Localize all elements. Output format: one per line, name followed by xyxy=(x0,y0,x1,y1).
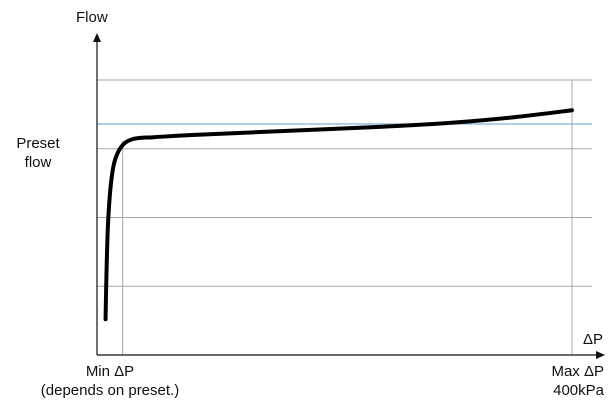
max-dp-tick-label-line1: Max ΔP xyxy=(551,363,604,380)
min-dp-tick-label: Min ΔP (depends on preset.) xyxy=(20,362,200,400)
vertical-guides xyxy=(122,80,573,355)
flow-curve xyxy=(103,108,574,322)
max-dp-tick-label-line2: 400kPa xyxy=(553,382,604,399)
y-axis-label: Flow xyxy=(76,9,108,26)
axes xyxy=(93,33,605,359)
y-axis-arrow xyxy=(93,33,101,42)
preset-flow-label-line1: Preset xyxy=(16,135,60,152)
min-dp-tick-label-line1: Min ΔP xyxy=(85,363,135,380)
x-axis-label: ΔP xyxy=(583,331,604,348)
preset-flow-label: Preset flow xyxy=(8,134,68,172)
max-dp-tick-label: Max ΔP 400kPa xyxy=(490,362,604,400)
x-axis-arrow xyxy=(596,351,605,359)
preset-flow-label-line2: flow xyxy=(24,154,52,171)
min-dp-tick-label-line2: (depends on preset.) xyxy=(40,382,180,399)
grid-lines xyxy=(97,79,592,287)
